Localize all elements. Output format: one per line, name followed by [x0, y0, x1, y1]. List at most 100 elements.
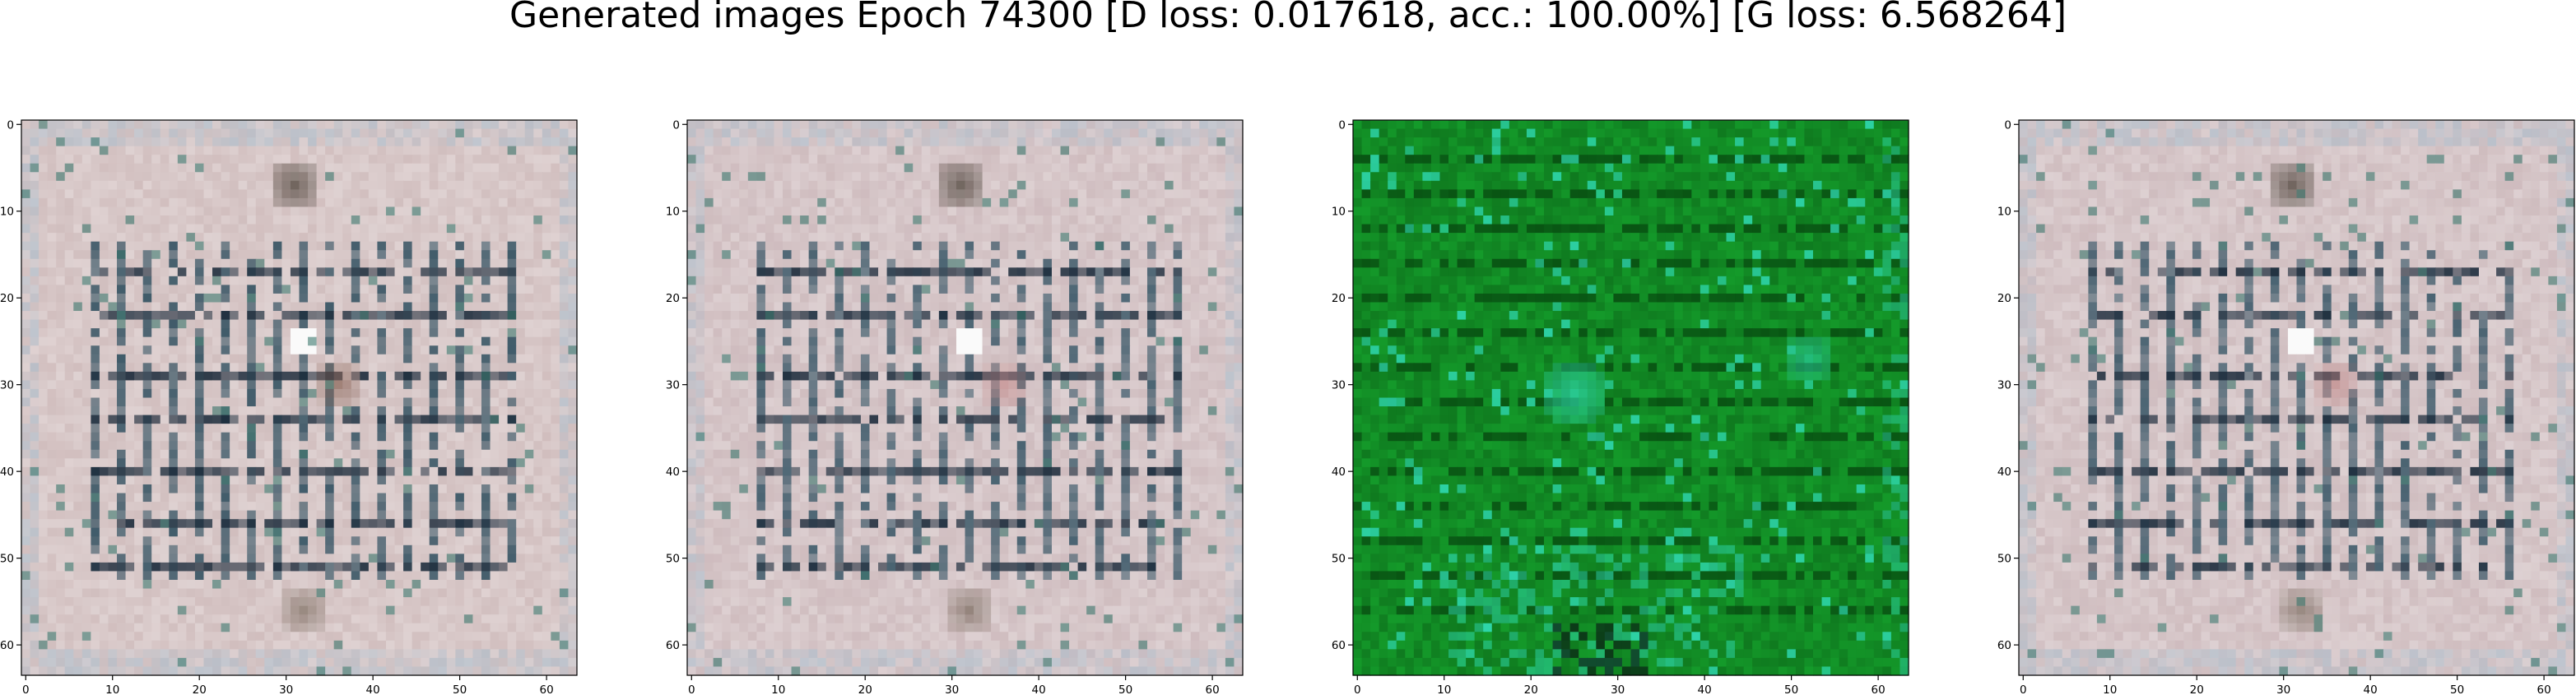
image-pixel	[125, 354, 135, 364]
image-pixel	[524, 319, 534, 329]
image-pixel	[533, 441, 543, 451]
image-pixel	[499, 562, 509, 572]
image-pixel	[177, 276, 187, 285]
image-pixel	[455, 371, 465, 382]
image-pixel	[142, 128, 152, 138]
image-pixel	[455, 493, 465, 503]
image-pixel	[481, 614, 491, 624]
image-pixel	[455, 328, 465, 338]
image-pixel	[412, 328, 421, 338]
image-pixel	[342, 527, 352, 537]
image-pixel	[125, 527, 135, 537]
image-pixel	[394, 475, 404, 485]
image-pixel	[194, 388, 205, 399]
image-pixel	[203, 302, 213, 312]
image-pixel	[108, 666, 118, 676]
image-pixel	[421, 311, 430, 321]
image-pixel	[516, 163, 526, 173]
image-pixel	[64, 197, 74, 208]
image-pixel	[81, 224, 91, 234]
image-pixel	[1155, 137, 1165, 147]
image-pixel	[568, 363, 578, 373]
image-pixel	[394, 649, 404, 659]
image-pixel	[385, 224, 396, 234]
image-pixel	[108, 493, 118, 503]
image-pixel	[21, 527, 31, 537]
image-pixel	[264, 137, 274, 147]
image-pixel	[895, 120, 905, 130]
image-pixel	[412, 137, 421, 147]
image-pixel	[125, 544, 135, 554]
image-pixel	[499, 649, 509, 659]
image-pixel	[377, 449, 387, 459]
image-pixel	[264, 475, 274, 485]
image-pixel	[99, 163, 109, 173]
image-pixel	[360, 206, 370, 216]
image-pixel	[281, 276, 291, 285]
image-pixel	[342, 449, 352, 459]
image-pixel	[221, 276, 230, 285]
image-pixel	[991, 180, 1001, 190]
image-pixel	[1216, 137, 1226, 147]
image-pixel	[568, 406, 578, 416]
image-pixel	[230, 180, 239, 190]
image-pixel	[403, 380, 413, 390]
image-pixel	[463, 432, 474, 442]
image-pixel	[177, 657, 187, 668]
image-pixel	[446, 354, 456, 364]
image-pixel	[290, 163, 300, 173]
image-pixel	[507, 466, 517, 477]
image-pixel	[377, 544, 387, 554]
image-pixel	[499, 371, 509, 382]
image-pixel	[808, 189, 818, 199]
image-pixel	[1199, 215, 1209, 225]
image-pixel	[394, 380, 404, 390]
image-pixel	[730, 206, 740, 216]
image-pixel	[360, 172, 370, 182]
image-pixel	[30, 424, 40, 433]
image-pixel	[695, 224, 705, 234]
image-pixel	[687, 120, 697, 130]
image-pixel	[169, 657, 179, 668]
image-pixel	[64, 224, 74, 234]
image-pixel	[774, 155, 783, 164]
image-pixel	[203, 424, 213, 433]
image-pixel	[125, 215, 135, 225]
image-pixel	[169, 302, 179, 312]
image-pixel	[169, 285, 179, 294]
image-pixel	[290, 657, 300, 668]
image-pixel	[463, 180, 474, 190]
image-pixel	[108, 285, 118, 294]
image-pixel	[221, 172, 230, 182]
image-pixel	[921, 146, 931, 155]
image-pixel	[39, 345, 49, 355]
image-pixel	[542, 536, 551, 546]
image-pixel	[516, 128, 526, 138]
image-pixel	[360, 554, 370, 563]
image-pixel	[169, 233, 179, 243]
image-pixel	[524, 657, 534, 668]
image-pixel	[421, 527, 430, 537]
image-pixel	[308, 519, 318, 529]
image-pixel	[255, 562, 265, 572]
image-pixel	[203, 554, 213, 563]
image-pixel	[308, 657, 318, 668]
image-pixel	[1060, 180, 1070, 190]
image-pixel	[238, 354, 248, 364]
image-pixel	[169, 449, 179, 459]
image-pixel	[368, 293, 379, 303]
image-pixel	[499, 189, 509, 199]
image-pixel	[1199, 172, 1209, 182]
image-pixel	[533, 276, 543, 285]
image-pixel	[490, 527, 500, 537]
image-pixel	[412, 302, 421, 312]
image-pixel	[186, 319, 196, 329]
image-pixel	[507, 224, 517, 234]
image-pixel	[99, 424, 109, 433]
image-pixel	[264, 597, 274, 607]
image-pixel	[316, 657, 326, 668]
image-pixel	[230, 189, 239, 199]
image-pixel	[272, 588, 283, 598]
image-pixel	[64, 388, 74, 399]
image-pixel	[377, 363, 387, 373]
